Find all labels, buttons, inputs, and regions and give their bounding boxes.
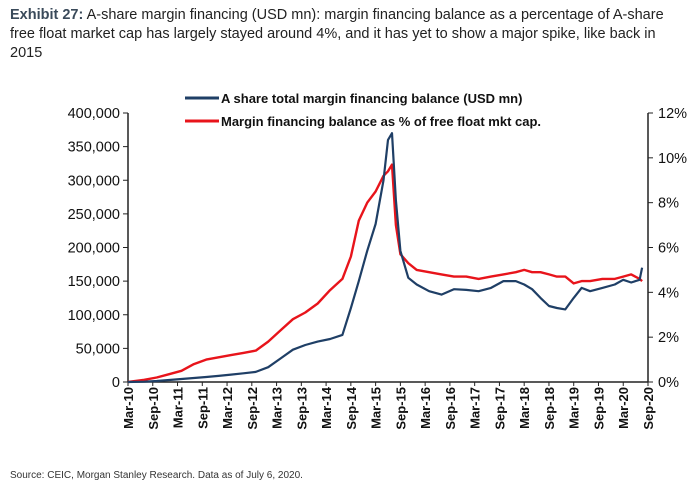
x-tick-label: Mar-19 xyxy=(567,387,582,429)
left-tick-label: 250,000 xyxy=(68,207,120,223)
x-tick-label: Sep-19 xyxy=(591,387,606,430)
x-tick-label: Sep-11 xyxy=(195,387,210,429)
x-tick-label: Mar-20 xyxy=(616,387,631,429)
x-tick-label: Sep-17 xyxy=(492,387,507,430)
x-tick-label: Mar-17 xyxy=(468,387,483,429)
x-tick-label: Mar-12 xyxy=(220,387,235,429)
x-tick-label: Sep-10 xyxy=(146,387,161,430)
exhibit-label: Exhibit 27: xyxy=(10,7,84,23)
left-tick-label: 50,000 xyxy=(76,341,120,357)
right-tick-label: 4% xyxy=(658,285,679,301)
x-tick-label: Mar-13 xyxy=(270,387,285,429)
exhibit-title: Exhibit 27: A-share margin financing (US… xyxy=(10,6,690,63)
legend-label: Margin financing balance as % of free fl… xyxy=(221,114,541,129)
x-tick-label: Mar-15 xyxy=(369,387,384,429)
left-tick-label: 200,000 xyxy=(68,241,120,257)
x-tick-label: Sep-18 xyxy=(542,387,557,430)
x-tick-label: Sep-13 xyxy=(294,387,309,430)
exhibit-text: A-share margin financing (USD mn): margi… xyxy=(10,7,664,61)
x-tick-label: Mar-16 xyxy=(418,387,433,429)
left-tick-label: 400,000 xyxy=(68,106,120,122)
left-tick-label: 0 xyxy=(112,375,120,391)
x-tick-label: Sep-12 xyxy=(245,387,260,430)
x-tick-label: Mar-14 xyxy=(319,386,334,429)
right-tick-label: 12% xyxy=(658,106,687,122)
right-tick-label: 10% xyxy=(658,151,687,167)
x-tick-label: Mar-10 xyxy=(121,387,136,429)
right-tick-label: 2% xyxy=(658,330,679,346)
right-tick-label: 8% xyxy=(658,196,679,212)
source-note: Source: CEIC, Morgan Stanley Research. D… xyxy=(10,470,303,481)
right-tick-label: 6% xyxy=(658,241,679,257)
x-tick-label: Sep-20 xyxy=(641,387,656,430)
x-tick-label: Sep-15 xyxy=(393,387,408,430)
x-tick-label: Mar-18 xyxy=(517,387,532,429)
x-tick-label: Mar-11 xyxy=(171,387,186,428)
series-line-margin-pct xyxy=(127,163,643,384)
left-tick-label: 150,000 xyxy=(68,274,120,290)
legend-label: A share total margin financing balance (… xyxy=(221,91,522,106)
x-tick-label: Sep-14 xyxy=(344,386,359,429)
series-line-margin-balance xyxy=(127,132,644,384)
left-tick-label: 300,000 xyxy=(68,173,120,189)
left-tick-label: 100,000 xyxy=(68,308,120,324)
left-tick-label: 350,000 xyxy=(68,140,120,156)
right-tick-label: 0% xyxy=(658,375,679,391)
x-tick-label: Sep-16 xyxy=(443,387,458,430)
